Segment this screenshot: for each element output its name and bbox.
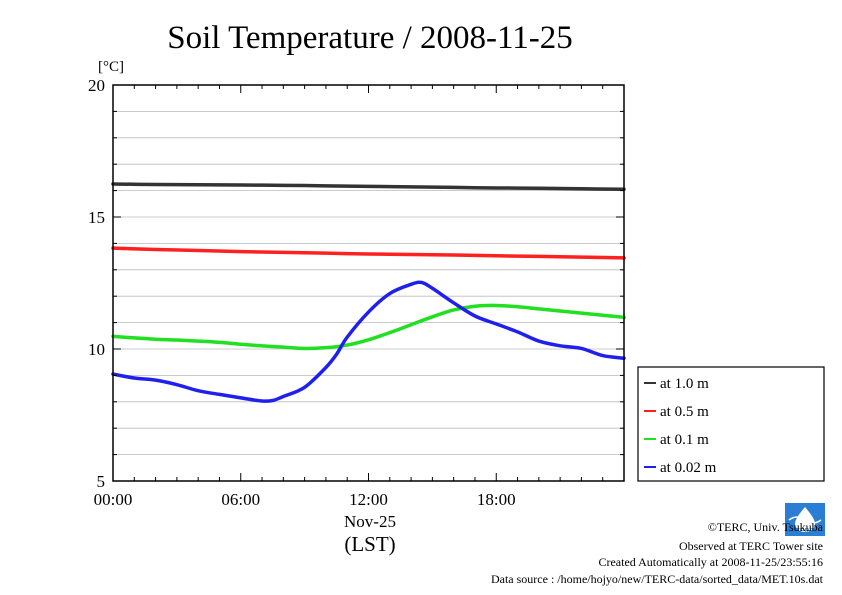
observed-text: Observed at TERC Tower site — [679, 539, 823, 553]
x-tick-label: 18:00 — [477, 490, 516, 509]
legend: at 1.0 m at 0.5 m at 0.1 m at 0.02 m — [637, 366, 825, 482]
x-tick-label: 06:00 — [221, 490, 260, 509]
chart-title: Soil Temperature / 2008-11-25 — [167, 20, 573, 56]
y-axis-unit: [°C] — [98, 59, 124, 75]
terc-logo: TERC — [785, 503, 825, 536]
y-tick-label: 15 — [88, 208, 105, 227]
x-tick-label: 12:00 — [349, 490, 388, 509]
legend-box — [637, 366, 825, 482]
created-text: Created Automatically at 2008-11-25/23:5… — [598, 555, 823, 569]
legend-label: at 0.1 m — [660, 432, 709, 448]
y-tick-label: 20 — [88, 76, 105, 95]
grid-lines — [113, 111, 624, 456]
series-line-1 — [111, 246, 626, 260]
logo-text: TERC — [795, 528, 814, 535]
legend-label: at 1.0 m — [660, 376, 709, 392]
x-axis-date-label: Nov-25 — [344, 512, 396, 531]
x-axis-timezone-label: (LST) — [344, 532, 395, 556]
data-series — [111, 182, 626, 403]
source-text: Data source : /home/hojyo/new/TERC-data/… — [491, 572, 824, 586]
legend-label: at 0.5 m — [660, 404, 709, 420]
wave-icon — [788, 516, 822, 524]
series-line-2 — [111, 303, 626, 351]
legend-label: at 0.02 m — [660, 460, 717, 476]
plot-frame — [112, 84, 625, 482]
axis-ticks: 5 10 15 20 00:00 06:00 12:00 18:00 — [88, 76, 625, 509]
copyright-text: ©TERC, Univ. Tsukuba — [708, 520, 824, 534]
y-tick-label: 5 — [97, 472, 106, 491]
x-tick-label: 00:00 — [94, 490, 133, 509]
series-line-0 — [111, 182, 626, 192]
series-line-3 — [111, 280, 626, 403]
y-tick-label: 10 — [88, 340, 105, 359]
